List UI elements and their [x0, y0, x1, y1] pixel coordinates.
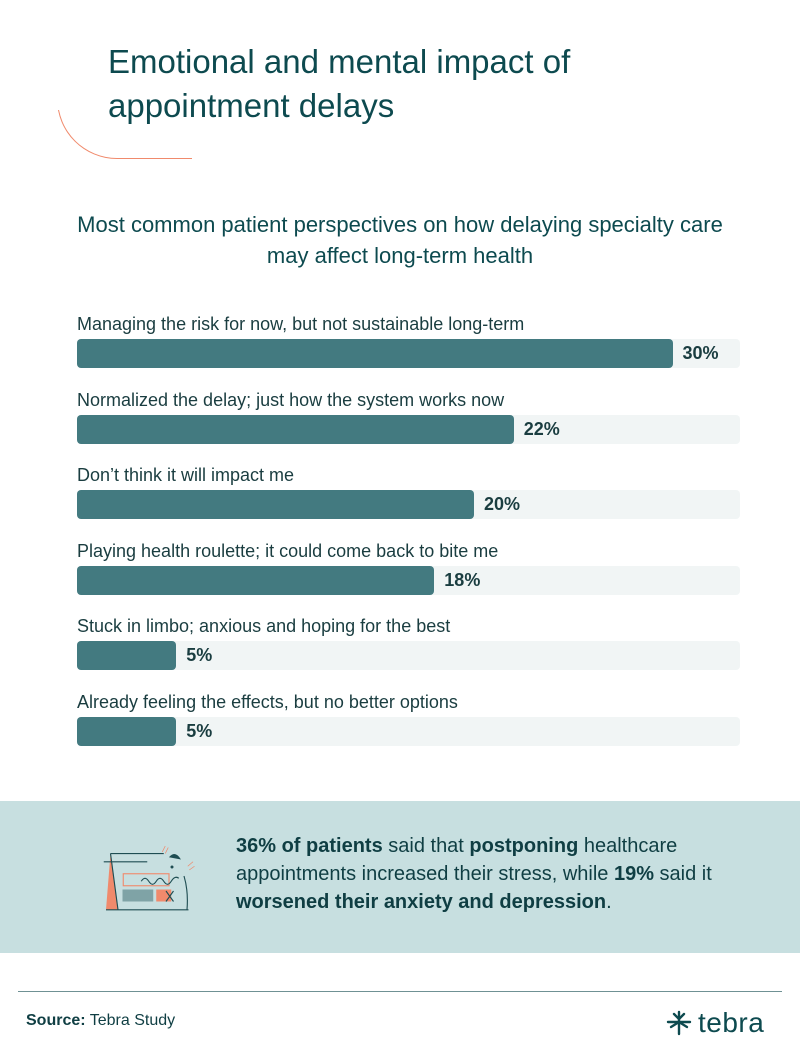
stat-callout: 36% of patients said that postponing hea…	[0, 801, 800, 953]
bar	[77, 490, 474, 519]
page-title: Emotional and mental impact of appointme…	[108, 43, 571, 124]
bar-value-label: 22%	[523, 418, 560, 439]
bar-value-label: 18%	[444, 569, 481, 590]
callout-segment: said that	[382, 835, 470, 857]
bar-track: 5%	[77, 716, 740, 746]
callout-emphasis: postponing	[469, 835, 579, 857]
bar-label: Already feeling the effects, but no bett…	[77, 691, 458, 712]
bar-label: Stuck in limbo; anxious and hoping for t…	[77, 616, 451, 636]
bar-track: 18%	[77, 565, 740, 595]
bar-track: 22%	[77, 414, 740, 444]
source-note: Source: Tebra Study	[26, 1012, 176, 1029]
tebra-logo: tebra	[666, 1007, 764, 1039]
bar-row: Don’t think it will impact me 20%	[77, 464, 740, 519]
bar-track: 30%	[77, 339, 740, 368]
bar-track: 5%	[77, 641, 740, 670]
bar-row: Managing the risk for now, but not susta…	[77, 313, 740, 368]
footer-divider	[18, 991, 782, 992]
bar-value-label: 20%	[484, 494, 521, 514]
callout-segment: said it	[654, 863, 712, 885]
bar-row: Stuck in limbo; anxious and hoping for t…	[77, 615, 740, 670]
callout-emphasis: 19%	[613, 863, 654, 885]
chart-title: Most common patient perspectives on how …	[77, 212, 723, 268]
bar-label: Don’t think it will impact me	[77, 465, 295, 485]
bar	[77, 565, 435, 595]
callout-emphasis: 36% of patients	[236, 835, 383, 857]
bar-label: Managing the risk for now, but not susta…	[77, 314, 525, 334]
bar	[77, 339, 673, 368]
bar-value-label: 30%	[682, 343, 719, 363]
callout-segment: .	[606, 891, 612, 913]
bar-row: Playing health roulette; it could come b…	[77, 540, 740, 595]
callout-segment: healthcare appointments increased their …	[236, 835, 678, 885]
bar-label: Normalized the delay; just how the syste…	[77, 389, 505, 410]
calendar-stress-illustration-icon	[103, 845, 195, 911]
bar-value-label: 5%	[186, 645, 213, 665]
bar-row: Already feeling the effects, but no bett…	[77, 691, 740, 746]
bar-label: Playing health roulette; it could come b…	[77, 540, 499, 561]
bar-row: Normalized the delay; just how the syste…	[77, 389, 740, 444]
callout-emphasis: worsened their anxiety and depression	[236, 891, 607, 913]
bar	[77, 641, 177, 670]
callout-text: 36% of patients said that postponing hea…	[236, 832, 736, 916]
tebra-leaf-icon	[666, 1010, 692, 1036]
bar-value-label: 5%	[186, 720, 213, 741]
bar	[77, 414, 514, 444]
bar-track: 20%	[77, 490, 740, 519]
bar	[77, 716, 177, 746]
